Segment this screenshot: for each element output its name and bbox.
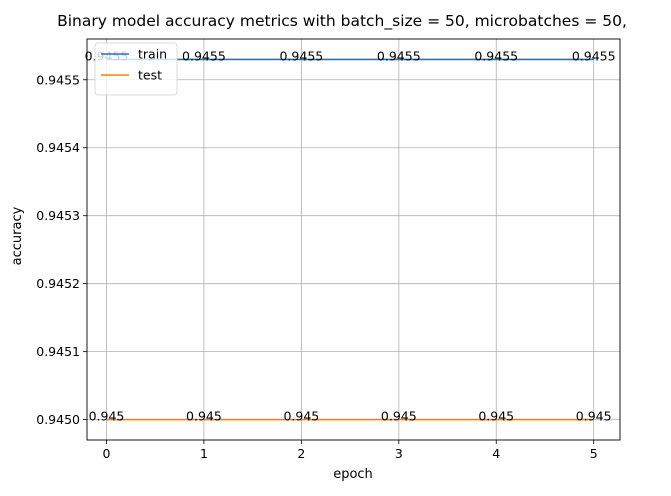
plot-frame bbox=[86, 38, 621, 441]
data-label-train: 0.9455 bbox=[279, 48, 323, 63]
data-label-train: 0.9455 bbox=[377, 48, 421, 63]
legend: train test bbox=[94, 42, 178, 96]
data-label-train: 0.9455 bbox=[474, 48, 518, 63]
x-tick-label: 3 bbox=[395, 446, 403, 461]
data-label-test: 0.945 bbox=[186, 409, 222, 424]
x-axis-label: epoch bbox=[333, 467, 373, 482]
legend-label-train: train bbox=[138, 47, 167, 62]
y-tick-label: 0.9454 bbox=[36, 140, 80, 155]
y-tick-label: 0.9451 bbox=[36, 344, 80, 359]
y-axis-label: accuracy bbox=[10, 206, 25, 265]
data-label-test: 0.945 bbox=[89, 409, 125, 424]
y-tick-label: 0.9455 bbox=[36, 72, 80, 87]
series-layer bbox=[106, 58, 594, 421]
y-tick-label: 0.9450 bbox=[36, 412, 80, 427]
data-label-train: 0.9455 bbox=[182, 48, 226, 63]
y-tick-label: 0.9452 bbox=[36, 276, 80, 291]
data-label-test: 0.945 bbox=[381, 409, 417, 424]
grid-layer bbox=[87, 39, 620, 440]
data-label-test: 0.945 bbox=[576, 409, 612, 424]
x-tick-label: 0 bbox=[103, 446, 111, 461]
legend-label-test: test bbox=[138, 68, 162, 83]
data-label-layer: 0.94550.94550.94550.94550.94550.94550.94… bbox=[85, 48, 616, 423]
data-label-test: 0.945 bbox=[478, 409, 514, 424]
x-tick-label: 4 bbox=[492, 446, 500, 461]
x-tick-label: 1 bbox=[200, 446, 208, 461]
x-tick-label: 5 bbox=[590, 446, 598, 461]
data-label-train: 0.9455 bbox=[572, 48, 616, 63]
y-tick-label: 0.9453 bbox=[36, 208, 80, 223]
data-label-test: 0.945 bbox=[283, 409, 319, 424]
x-tick-label: 2 bbox=[297, 446, 305, 461]
ticks-layer: 0 1 2 3 4 5 0.9450 0.9451 0.9452 0.9453 0.9454 0.94… bbox=[36, 72, 597, 461]
legend-box bbox=[94, 42, 178, 96]
chart-title: Binary model accuracy metrics with batch… bbox=[57, 12, 627, 31]
